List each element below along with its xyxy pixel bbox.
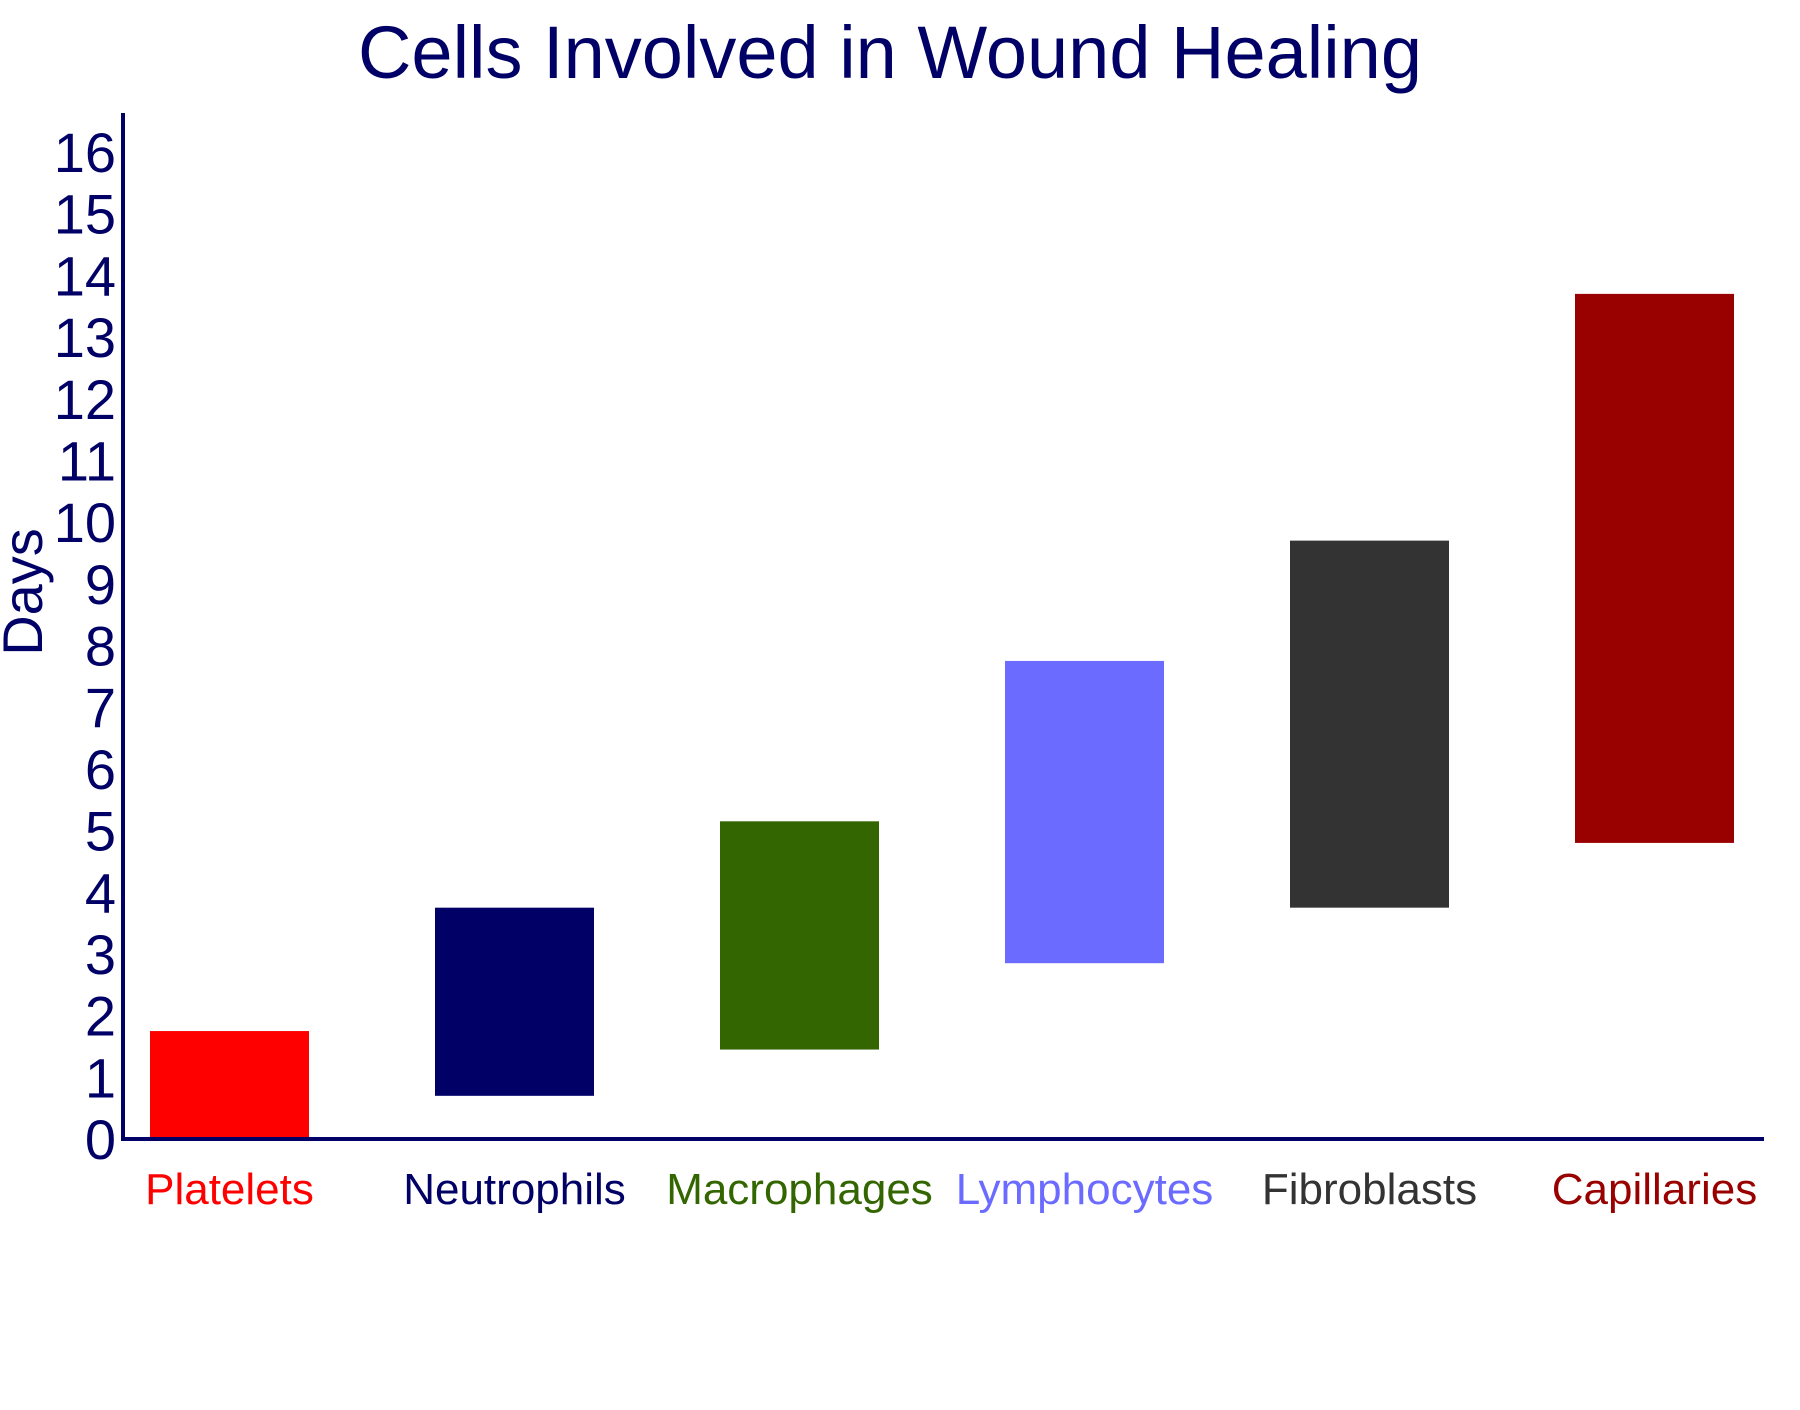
category-label-platelets: Platelets	[145, 1165, 314, 1214]
bar-fibroblasts	[1290, 540, 1449, 908]
y-tick-label: 9	[85, 553, 116, 616]
y-tick-label: 10	[54, 491, 116, 554]
chart-title: Cells Involved in Wound Healing	[358, 11, 1422, 94]
y-tick-label: 14	[54, 244, 116, 307]
y-tick-label: 4	[85, 861, 116, 924]
y-tick-label: 3	[85, 923, 116, 986]
bar-neutrophils	[435, 907, 594, 1096]
category-label-fibroblasts: Fibroblasts	[1262, 1165, 1477, 1214]
category-label-capillaries: Capillaries	[1552, 1165, 1757, 1214]
y-tick-label: 16	[54, 121, 116, 184]
bar-macrophages	[720, 821, 879, 1050]
category-label-neutrophils: Neutrophils	[403, 1165, 626, 1214]
y-tick-label: 11	[58, 429, 116, 492]
category-label-lymphocytes: Lymphocytes	[956, 1165, 1214, 1214]
y-tick-label: 5	[85, 800, 116, 863]
bar-capillaries	[1575, 293, 1734, 843]
bars	[150, 293, 1734, 1139]
y-tick-label: 15	[54, 183, 116, 246]
y-tick-label: 1	[85, 1046, 116, 1109]
y-tick-label: 2	[85, 985, 116, 1048]
y-tick-label: 12	[54, 368, 116, 431]
y-tick-label: 13	[54, 306, 116, 369]
category-labels: Platelets Neutrophils Macrophages Lymphocyt…	[145, 1165, 1757, 1214]
bar-lymphocytes	[1005, 660, 1164, 964]
bar-platelets	[150, 1031, 309, 1139]
category-label-macrophages: Macrophages	[666, 1165, 933, 1214]
y-tick-label: 0	[85, 1108, 116, 1171]
y-tick-label: 6	[85, 738, 116, 801]
y-axis-label: Days	[0, 528, 54, 656]
y-tick-label: 7	[85, 676, 116, 739]
y-tick-label: 8	[85, 615, 116, 678]
